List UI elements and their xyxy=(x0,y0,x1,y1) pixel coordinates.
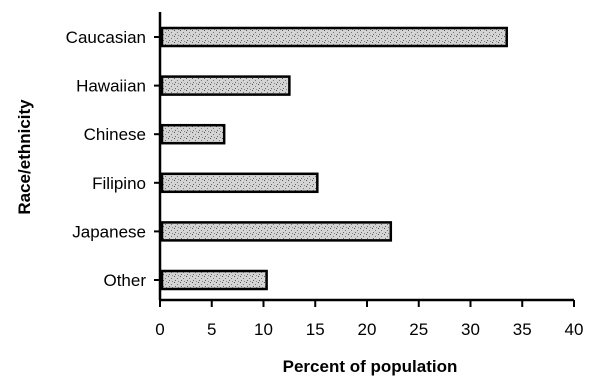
category-label-chinese: Chinese xyxy=(84,125,146,144)
labels-group: Caucasian Hawaiian Chinese Filipino Japanese… xyxy=(66,28,584,339)
bar-filipino xyxy=(160,172,319,194)
axes-group xyxy=(154,12,575,307)
x-tick-label: 40 xyxy=(565,320,584,339)
bar-japanese xyxy=(160,221,393,242)
x-tick-label: 30 xyxy=(461,320,480,339)
x-tick-label: 25 xyxy=(409,320,428,339)
category-label-filipino: Filipino xyxy=(92,174,146,193)
x-tick-label: 35 xyxy=(513,320,532,339)
x-tick-label: 15 xyxy=(306,320,325,339)
x-tick-label: 0 xyxy=(155,320,164,339)
x-tick-label: 20 xyxy=(358,320,377,339)
x-tick-label: 10 xyxy=(254,320,273,339)
x-tick-label: 5 xyxy=(207,320,216,339)
category-label-hawaiian: Hawaiian xyxy=(76,77,146,96)
bar-chinese xyxy=(160,123,226,145)
bars-group xyxy=(160,26,508,291)
category-label-caucasian: Caucasian xyxy=(66,28,146,47)
category-label-other: Other xyxy=(103,271,146,290)
bar-hawaiian xyxy=(160,75,291,96)
category-label-japanese: Japanese xyxy=(72,222,146,241)
x-axis-title: Percent of population xyxy=(283,357,458,376)
bar-caucasian xyxy=(160,26,508,48)
y-axis-title: Race/ethnicity xyxy=(15,99,34,215)
bar-other xyxy=(160,269,268,291)
